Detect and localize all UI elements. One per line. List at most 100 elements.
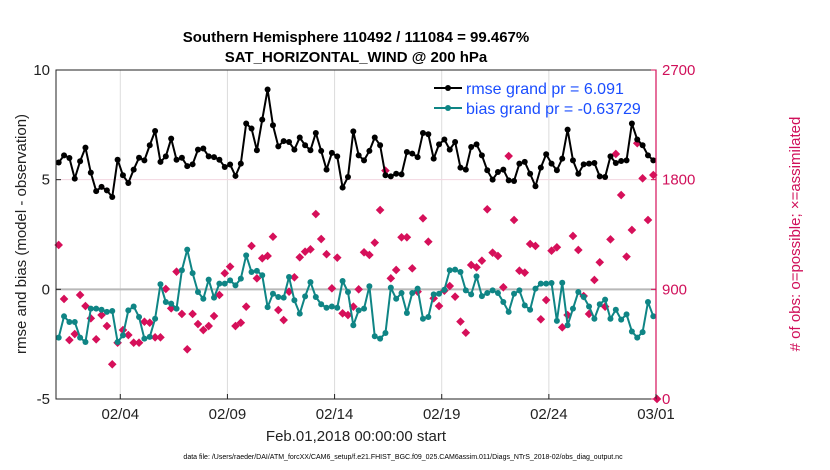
rmse-point [157,158,164,165]
bias-point [387,284,394,291]
bias-point [452,266,459,273]
obs-count-point [241,302,251,311]
rmse-point [382,172,389,179]
obs-count-point [252,274,262,283]
bias-point [548,279,555,286]
rmse-point [243,120,250,127]
bias-point [623,311,630,318]
obs-count-point [386,274,396,283]
bias-point [628,328,635,335]
x-tick-label: 02/24 [530,406,568,423]
rmse-point [302,142,309,149]
bias-point [350,322,357,329]
obs-count-point [236,318,246,328]
bias-point [162,299,169,306]
obs-count-point [509,215,519,225]
y-axis-label: rmse and bias (model - observation) [13,114,30,354]
bias-point [494,290,501,297]
obs-count-point [209,311,219,321]
rmse-point [178,154,185,161]
bias-point [505,308,512,315]
rmse-point [296,134,303,141]
obs-count-point [199,325,208,335]
obs-count-point [124,330,133,340]
rmse-point [264,86,271,93]
rmse-point [569,157,576,164]
bias-point [393,295,400,302]
rmse-point [430,155,437,162]
bias-point [93,305,100,312]
obs-count-point [616,190,626,200]
rmse-point [184,163,191,170]
bias-point [607,315,614,322]
rmse-point [650,157,657,164]
bias-point [178,267,185,274]
obs-count-point [161,284,171,294]
rmse-point [216,156,223,163]
rmse-point [350,128,357,135]
bias-point [302,293,309,300]
bias-point [634,334,641,341]
rmse-point [393,170,400,177]
rmse-point [162,153,169,160]
rmse-point [414,154,421,161]
rmse-point [409,150,416,157]
rmse-point [141,157,148,164]
rmse-point [612,159,619,166]
bias-point [596,301,603,308]
rmse-point [419,129,426,136]
obs-count-point [466,260,476,270]
rmse-point [398,171,405,178]
rmse-point [639,142,646,149]
obs-count-point [391,265,401,275]
obs-count-point [75,290,85,300]
obs-count-point [343,310,353,320]
bias-point [119,332,126,339]
bias-point [543,280,550,287]
rmse-point [623,157,630,164]
rmse-point [307,147,314,154]
x-axis-label: Feb.01,2018 00:00:00 start [266,428,447,445]
bias-point [468,291,475,298]
bias-point [152,315,159,322]
rmse-point [269,122,276,129]
bias-point [194,288,201,295]
rmse-point [628,120,635,127]
obs-count-point [225,262,235,271]
rmse-point [82,144,89,151]
obs-count-point [220,268,230,278]
bias-point [559,279,566,286]
obs-count-point [134,338,144,348]
obs-count-point [611,149,621,159]
bias-point [580,294,587,301]
obs-count-point [327,284,337,293]
rmse-point [484,167,491,174]
chart-title-line2: SAT_HORIZONTAL_WIND @ 200 hPa [225,49,488,66]
x-tick-label: 02/19 [423,406,461,423]
obs-count-point [102,321,112,331]
bias-point [71,319,78,326]
bias-point [457,269,464,276]
rmse-point [634,136,641,143]
obs-count-point [552,242,562,252]
rmse-point [253,147,260,154]
bias-point [248,269,255,276]
obs-count-point [547,246,556,256]
obs-count-point [316,234,326,244]
rmse-point [489,176,496,183]
obs-count-point [188,309,197,319]
y-tick-label: 0 [42,281,50,298]
rmse-point [473,141,480,148]
bias-point [237,275,244,282]
bias-point [243,252,250,259]
rmse-point [478,152,485,159]
bias-point [618,316,625,323]
rmse-point [468,143,475,150]
bias-point [371,333,378,340]
bias-point [232,282,239,289]
rmse-point [125,179,132,186]
obs-count-point [488,248,497,257]
rmse-point [387,173,394,180]
bias-point [125,307,132,314]
bias-point [205,276,212,283]
